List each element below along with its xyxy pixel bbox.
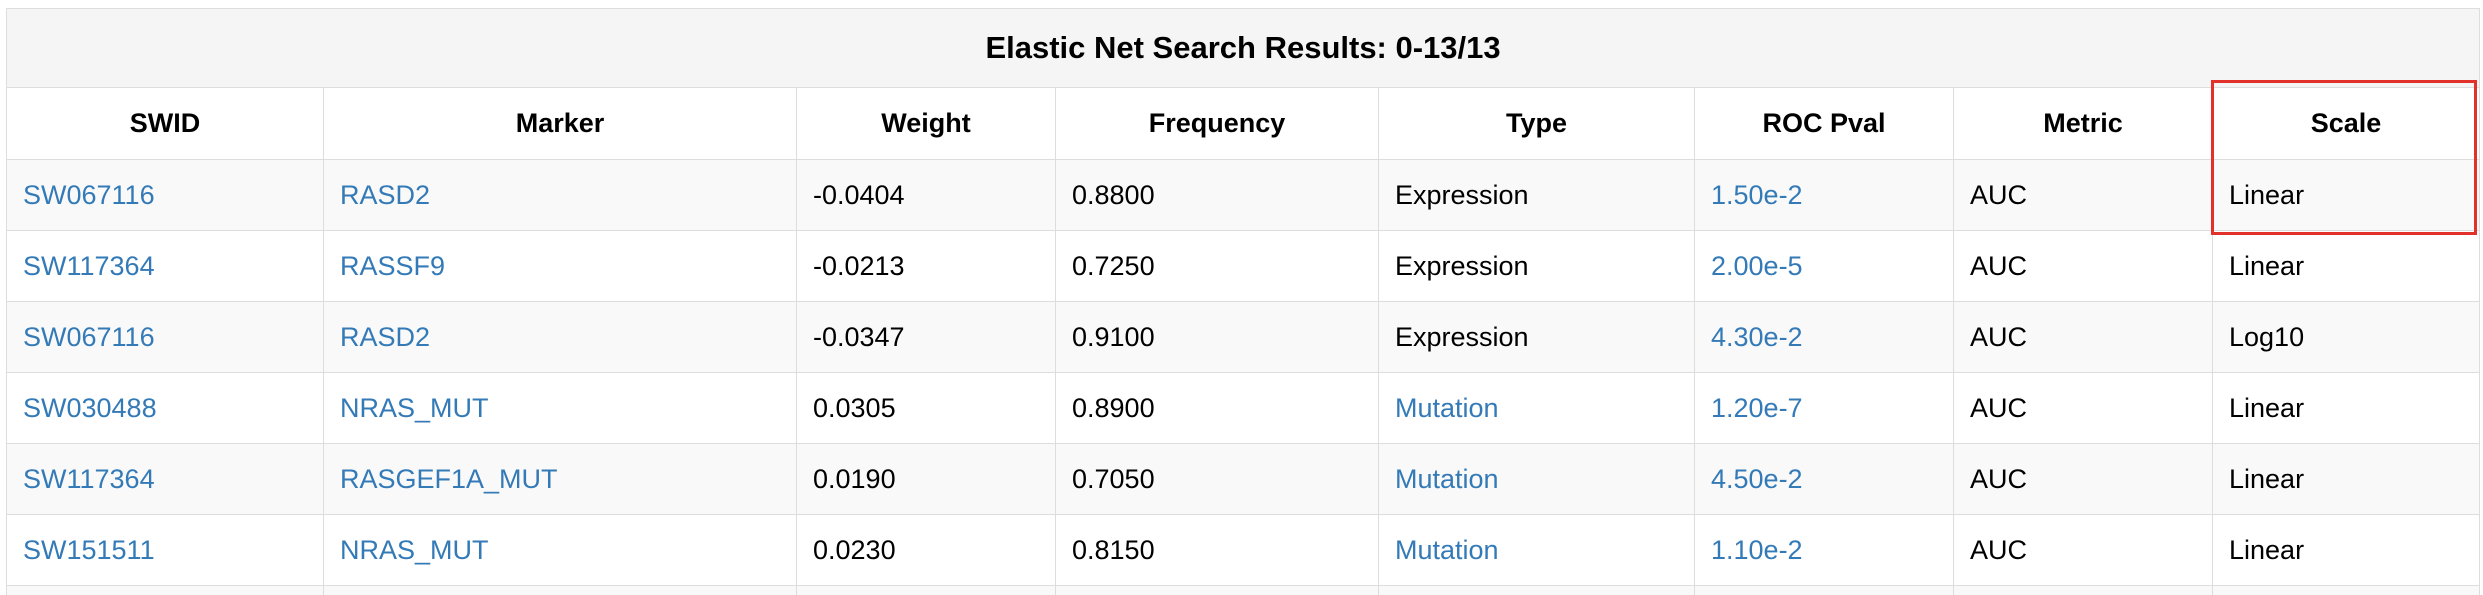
roc-pval-link[interactable]: 1.20e-7 bbox=[1711, 392, 1803, 423]
empty-cell bbox=[323, 585, 797, 595]
marker-cell: RASD2 bbox=[323, 159, 797, 231]
weight-cell: -0.0213 bbox=[796, 230, 1056, 302]
type-cell: Expression bbox=[1378, 230, 1695, 302]
marker-cell: RASD2 bbox=[323, 301, 797, 373]
marker-cell: NRAS_MUT bbox=[323, 514, 797, 586]
swid-link[interactable]: SW117364 bbox=[23, 463, 155, 494]
type-cell: Mutation bbox=[1378, 372, 1695, 444]
weight-cell: 0.0230 bbox=[796, 514, 1056, 586]
scale-cell: Linear bbox=[2211, 443, 2481, 515]
marker-link[interactable]: NRAS_MUT bbox=[340, 392, 489, 423]
weight-cell: -0.0404 bbox=[796, 159, 1056, 231]
header-row: SWID Marker Weight Frequency Type ROC Pv… bbox=[6, 87, 2481, 160]
weight-cell: 0.0305 bbox=[796, 372, 1056, 444]
table-row: SW117364 RASGEF1A_MUT 0.0190 0.7050 Muta… bbox=[6, 443, 2481, 515]
results-table: Elastic Net Search Results: 0-13/13 SWID… bbox=[5, 8, 2481, 595]
roc-pval-link[interactable]: 4.30e-2 bbox=[1711, 321, 1803, 352]
column-header-weight[interactable]: Weight bbox=[796, 87, 1056, 160]
swid-link[interactable]: SW117364 bbox=[23, 250, 155, 281]
metric-cell: AUC bbox=[1953, 301, 2213, 373]
marker-cell: RASGEF1A_MUT bbox=[323, 443, 797, 515]
weight-cell: 0.0190 bbox=[796, 443, 1056, 515]
weight-cell: -0.0347 bbox=[796, 301, 1056, 373]
empty-cell bbox=[6, 585, 324, 595]
swid-cell: SW067116 bbox=[6, 301, 324, 373]
marker-link[interactable]: RASD2 bbox=[340, 179, 431, 210]
table-row: SW117364 RASSF9 -0.0213 0.7250 Expressio… bbox=[6, 230, 2481, 302]
metric-cell: AUC bbox=[1953, 443, 2213, 515]
frequency-cell: 0.7250 bbox=[1055, 230, 1379, 302]
frequency-cell: 0.8900 bbox=[1055, 372, 1379, 444]
roc-pval-link[interactable]: 4.50e-2 bbox=[1711, 463, 1803, 494]
type-cell: Expression bbox=[1378, 159, 1695, 231]
swid-cell: SW067116 bbox=[6, 159, 324, 231]
swid-link[interactable]: SW030488 bbox=[23, 392, 157, 423]
type-link[interactable]: Mutation bbox=[1395, 463, 1499, 494]
marker-link[interactable]: RASGEF1A_MUT bbox=[340, 463, 558, 494]
roc-pval-cell: 1.50e-2 bbox=[1694, 159, 1954, 231]
table-row: SW067116 RASD2 -0.0347 0.9100 Expression… bbox=[6, 301, 2481, 373]
type-cell: Mutation bbox=[1378, 443, 1695, 515]
empty-cell bbox=[1694, 585, 1954, 595]
frequency-cell: 0.7050 bbox=[1055, 443, 1379, 515]
column-header-frequency[interactable]: Frequency bbox=[1055, 87, 1379, 160]
type-link[interactable]: Mutation bbox=[1395, 392, 1499, 423]
swid-cell: SW117364 bbox=[6, 443, 324, 515]
metric-cell: AUC bbox=[1953, 514, 2213, 586]
marker-cell: RASSF9 bbox=[323, 230, 797, 302]
scale-cell: Log10 bbox=[2211, 301, 2481, 373]
empty-cell bbox=[1953, 585, 2213, 595]
type-link[interactable]: Mutation bbox=[1395, 534, 1499, 565]
empty-cell bbox=[1055, 585, 1379, 595]
table-caption: Elastic Net Search Results: 0-13/13 bbox=[5, 8, 2481, 88]
type-cell: Mutation bbox=[1378, 514, 1695, 586]
frequency-cell: 0.8800 bbox=[1055, 159, 1379, 231]
swid-cell: SW151511 bbox=[6, 514, 324, 586]
table-row-partial bbox=[6, 585, 2481, 595]
column-header-type[interactable]: Type bbox=[1378, 87, 1695, 160]
metric-cell: AUC bbox=[1953, 230, 2213, 302]
roc-pval-cell: 1.10e-2 bbox=[1694, 514, 1954, 586]
swid-link[interactable]: SW067116 bbox=[23, 321, 155, 352]
frequency-cell: 0.8150 bbox=[1055, 514, 1379, 586]
roc-pval-cell: 1.20e-7 bbox=[1694, 372, 1954, 444]
caption-row: Elastic Net Search Results: 0-13/13 bbox=[5, 8, 2481, 88]
scale-cell: Linear bbox=[2211, 159, 2481, 231]
empty-cell bbox=[2211, 585, 2481, 595]
swid-link[interactable]: SW151511 bbox=[23, 534, 155, 565]
roc-pval-link[interactable]: 2.00e-5 bbox=[1711, 250, 1803, 281]
roc-pval-link[interactable]: 1.10e-2 bbox=[1711, 534, 1803, 565]
roc-pval-cell: 2.00e-5 bbox=[1694, 230, 1954, 302]
marker-cell: NRAS_MUT bbox=[323, 372, 797, 444]
scale-cell: Linear bbox=[2211, 372, 2481, 444]
table-row: SW030488 NRAS_MUT 0.0305 0.8900 Mutation… bbox=[6, 372, 2481, 444]
metric-cell: AUC bbox=[1953, 372, 2213, 444]
column-header-marker[interactable]: Marker bbox=[323, 87, 797, 160]
marker-link[interactable]: RASSF9 bbox=[340, 250, 446, 281]
swid-link[interactable]: SW067116 bbox=[23, 179, 155, 210]
metric-cell: AUC bbox=[1953, 159, 2213, 231]
swid-cell: SW030488 bbox=[6, 372, 324, 444]
column-header-scale[interactable]: Scale bbox=[2211, 87, 2481, 160]
empty-cell bbox=[796, 585, 1056, 595]
column-header-metric[interactable]: Metric bbox=[1953, 87, 2213, 160]
roc-pval-cell: 4.50e-2 bbox=[1694, 443, 1954, 515]
table-row: SW151511 NRAS_MUT 0.0230 0.8150 Mutation… bbox=[6, 514, 2481, 586]
column-header-roc-pval[interactable]: ROC Pval bbox=[1694, 87, 1954, 160]
scale-cell: Linear bbox=[2211, 230, 2481, 302]
scale-cell: Linear bbox=[2211, 514, 2481, 586]
table-row: SW067116 RASD2 -0.0404 0.8800 Expression… bbox=[6, 159, 2481, 231]
column-header-swid[interactable]: SWID bbox=[6, 87, 324, 160]
roc-pval-cell: 4.30e-2 bbox=[1694, 301, 1954, 373]
marker-link[interactable]: RASD2 bbox=[340, 321, 431, 352]
empty-cell bbox=[1378, 585, 1695, 595]
marker-link[interactable]: NRAS_MUT bbox=[340, 534, 489, 565]
frequency-cell: 0.9100 bbox=[1055, 301, 1379, 373]
roc-pval-link[interactable]: 1.50e-2 bbox=[1711, 179, 1803, 210]
swid-cell: SW117364 bbox=[6, 230, 324, 302]
type-cell: Expression bbox=[1378, 301, 1695, 373]
